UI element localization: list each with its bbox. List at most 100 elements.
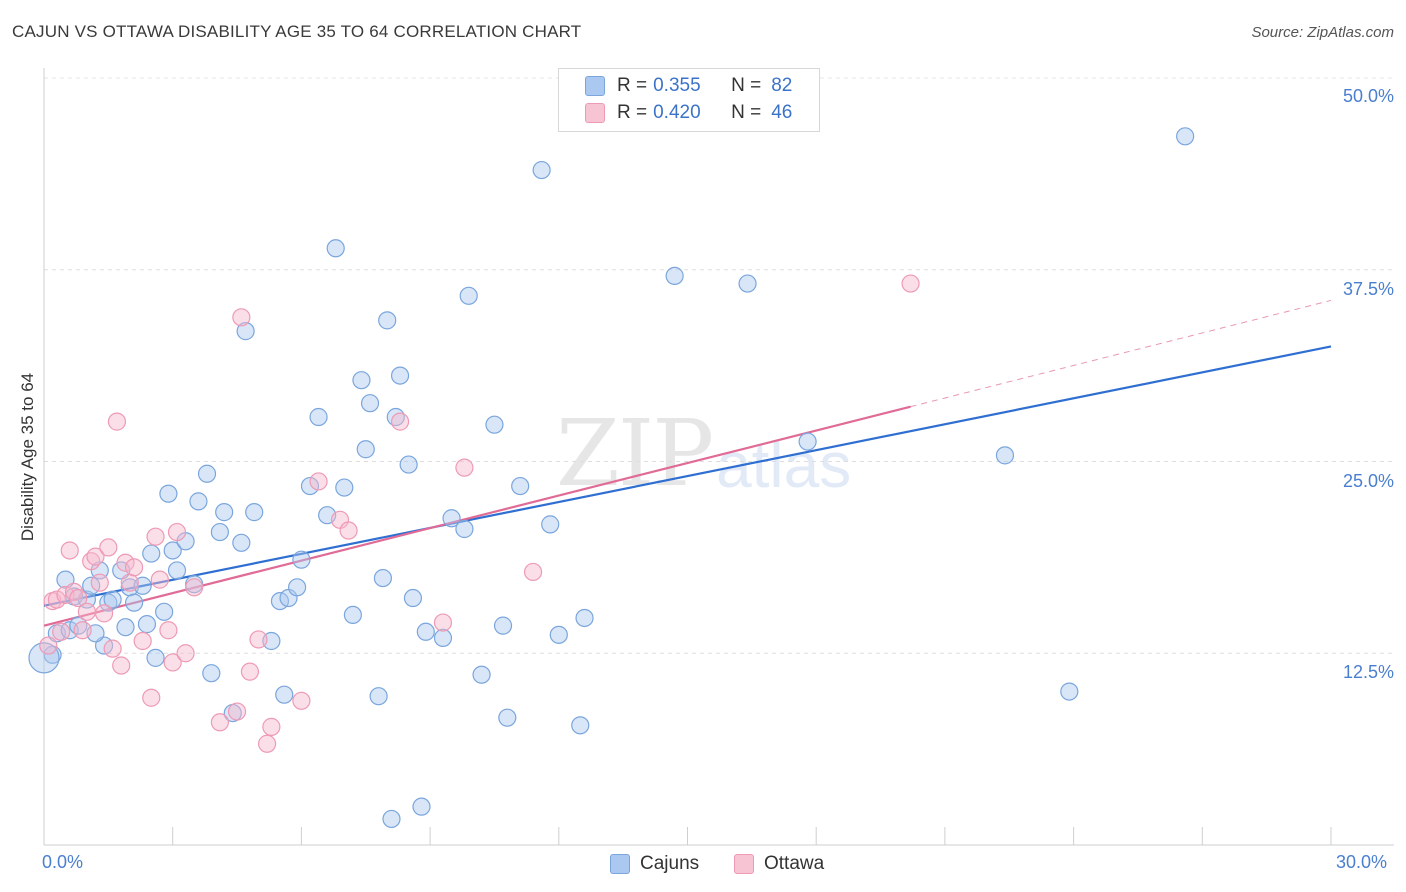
data-point-ottawa xyxy=(99,538,118,557)
y-axis-label: Disability Age 35 to 64 xyxy=(18,372,37,542)
data-point-cajuns xyxy=(738,274,757,293)
data-point-cajuns xyxy=(1060,682,1079,701)
data-point-cajuns xyxy=(116,618,135,637)
data-point-ottawa xyxy=(103,639,122,658)
data-point-cajuns xyxy=(28,642,60,674)
trend-line-cajuns xyxy=(43,345,1332,607)
data-point-ottawa xyxy=(292,691,311,710)
data-point-ottawa xyxy=(185,578,204,597)
data-point-ottawa xyxy=(390,412,410,431)
data-point-cajuns xyxy=(215,503,234,522)
data-point-ottawa xyxy=(60,541,79,560)
source-label: Source: ZipAtlas.com xyxy=(1251,24,1394,41)
data-point-cajuns xyxy=(665,266,684,285)
bottom-legend-label-ottawa: Ottawa xyxy=(764,853,825,874)
data-point-cajuns xyxy=(292,550,311,569)
data-point-cajuns xyxy=(146,648,165,667)
data-point-cajuns xyxy=(995,446,1015,465)
data-point-ottawa xyxy=(249,630,268,649)
data-point-ottawa xyxy=(112,656,131,675)
data-point-cajuns xyxy=(575,608,594,628)
data-point-cajuns xyxy=(403,588,423,608)
data-point-ottawa xyxy=(39,636,58,655)
data-point-ottawa xyxy=(339,521,358,540)
data-point-ottawa xyxy=(523,562,543,582)
data-point-cajuns xyxy=(511,476,530,496)
data-point-ottawa xyxy=(142,688,161,707)
data-point-cajuns xyxy=(103,590,122,609)
bottom-legend-cajuns: Cajuns xyxy=(610,852,699,876)
data-point-cajuns xyxy=(1176,127,1195,146)
data-point-ottawa xyxy=(133,631,152,651)
trend-line-ottawa xyxy=(43,405,911,627)
data-point-cajuns xyxy=(485,415,504,434)
data-point-cajuns xyxy=(433,628,453,648)
data-point-ottawa xyxy=(77,602,97,621)
data-point-ottawa xyxy=(150,570,169,589)
data-point-ottawa xyxy=(47,590,66,609)
data-point-cajuns xyxy=(142,544,161,563)
legend-r-label: R = xyxy=(617,75,648,96)
data-point-cajuns xyxy=(124,593,144,612)
data-point-cajuns xyxy=(416,622,435,641)
data-point-ottawa xyxy=(73,621,92,640)
data-point-cajuns xyxy=(459,286,478,305)
data-point-cajuns xyxy=(412,797,431,816)
data-point-cajuns xyxy=(309,407,328,427)
data-point-cajuns xyxy=(390,366,410,385)
trend-lines xyxy=(43,299,1332,627)
data-point-ottawa xyxy=(90,573,109,592)
data-point-cajuns xyxy=(155,602,174,621)
grid-lines xyxy=(44,77,1394,654)
data-point-ottawa xyxy=(240,662,260,681)
data-point-cajuns xyxy=(541,515,560,534)
stats-legend: R = 0.355 N = 82 R = 0.420 N = 46 xyxy=(558,68,820,132)
legend-r-value: 0.355 xyxy=(653,75,701,96)
data-point-ottawa xyxy=(232,308,251,327)
data-point-ottawa xyxy=(309,472,328,491)
bottom-legend-label-cajuns: Cajuns xyxy=(640,853,700,874)
legend-row-ottawa: R = 0.420 N = 46 xyxy=(585,101,792,125)
data-point-ottawa xyxy=(257,734,277,753)
bottom-legend-ottawa: Ottawa xyxy=(734,852,824,876)
data-point-cajuns xyxy=(197,464,217,483)
data-point-cajuns xyxy=(288,578,307,597)
bottom-legend-swatch-ottawa xyxy=(734,854,754,874)
y-tick-label: 12.5% xyxy=(1342,662,1394,683)
data-point-ottawa xyxy=(124,558,144,577)
data-point-cajuns xyxy=(335,478,354,497)
data-point-cajuns xyxy=(356,440,375,459)
legend-r-label: R = xyxy=(617,102,648,123)
y-tick-label: 50.0% xyxy=(1342,86,1394,106)
axes xyxy=(43,68,1394,846)
x-tick-label-max: 30.0% xyxy=(1336,852,1388,872)
data-point-ottawa xyxy=(94,604,114,623)
data-point-cajuns xyxy=(202,664,221,683)
legend-n-value: 46 xyxy=(771,102,793,123)
data-point-cajuns xyxy=(232,533,251,552)
data-point-cajuns xyxy=(378,311,397,330)
legend-row-cajuns: R = 0.355 N = 82 xyxy=(585,74,792,98)
data-point-ottawa xyxy=(433,613,453,632)
data-point-ottawa xyxy=(120,573,139,592)
data-point-cajuns xyxy=(343,605,362,625)
legend-swatch-ottawa xyxy=(585,103,605,123)
data-point-ottawa xyxy=(176,644,195,663)
y-tick-label: 25.0% xyxy=(1342,470,1394,491)
data-point-cajuns xyxy=(373,568,393,588)
legend-n-label: N = xyxy=(731,75,762,96)
data-point-ottawa xyxy=(163,653,182,672)
data-point-cajuns xyxy=(56,570,75,589)
data-point-cajuns xyxy=(472,665,491,684)
data-point-cajuns xyxy=(159,484,178,503)
data-points xyxy=(28,127,1195,829)
data-point-cajuns xyxy=(245,503,264,522)
data-point-ottawa xyxy=(227,702,247,721)
data-point-ottawa xyxy=(69,588,88,608)
data-point-cajuns xyxy=(399,455,418,474)
data-point-cajuns xyxy=(369,687,388,706)
data-point-cajuns xyxy=(571,716,590,735)
data-point-ottawa xyxy=(210,713,229,732)
data-point-ottawa xyxy=(116,553,135,572)
